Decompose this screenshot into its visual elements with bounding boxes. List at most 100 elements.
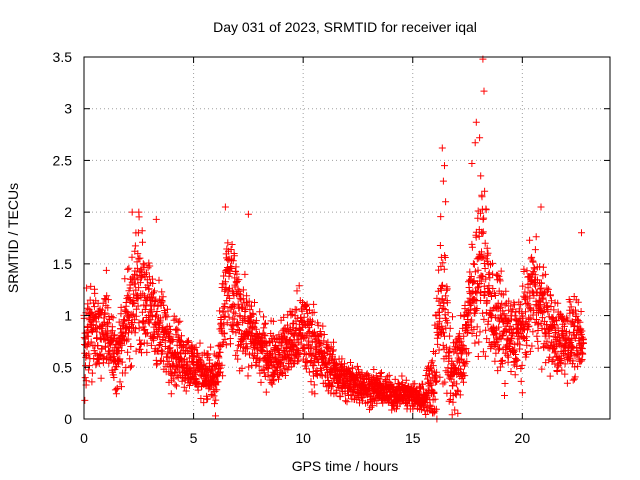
data-point [92,361,100,369]
data-point [435,266,443,274]
data-point [116,378,124,386]
data-point [121,369,129,377]
data-point [229,287,237,295]
data-point [131,280,139,288]
chart-title: Day 031 of 2023, SRMTID for receiver iqa… [213,19,477,35]
data-point [243,345,251,353]
data-point [244,210,252,218]
data-point [243,292,251,300]
data-point [216,364,224,372]
data-point [419,380,427,388]
data-point [234,321,242,329]
data-point [349,364,357,372]
data-point [289,331,297,339]
data-point [300,313,308,321]
data-point [87,338,95,346]
data-point [296,350,304,358]
data-point [476,134,484,142]
data-point [102,330,110,338]
data-point [383,373,391,381]
x-tick-label: 0 [80,430,88,446]
data-point [449,313,456,321]
data-point [230,315,238,323]
data-point [533,332,541,340]
data-point [81,374,89,382]
data-point [346,382,353,390]
data-point [469,260,477,268]
data-point [226,294,234,302]
data-point [152,296,160,304]
data-point [204,350,212,358]
data-point [97,374,105,382]
data-point [197,395,205,402]
data-point [131,242,139,250]
data-point [284,350,292,358]
y-tick-label: 1 [64,308,72,324]
data-point [82,353,90,361]
data-point [176,337,184,345]
data-points [80,55,587,423]
data-point [317,331,325,339]
data-point [168,337,176,345]
data-point [136,336,144,344]
data-point [155,276,163,284]
data-point [130,300,138,307]
data-point [264,371,272,379]
data-point [207,343,215,351]
data-point [320,337,328,345]
data-point [157,314,165,322]
data-point [214,378,222,386]
y-axis-label: SRMTID / TECUs [5,183,21,293]
data-point [211,400,218,408]
data-point [229,257,237,265]
data-point [531,246,539,254]
data-point [191,345,198,353]
data-point [126,355,134,363]
data-point [532,233,540,241]
data-point [433,378,441,385]
data-point [118,341,126,349]
data-point [511,371,519,379]
data-point [431,407,439,415]
x-tick-label: 15 [405,430,421,446]
data-point [422,372,430,379]
data-point [124,348,132,356]
data-point [477,297,485,304]
data-point [233,320,241,328]
x-tick-label: 20 [515,430,531,446]
data-point [85,350,93,358]
data-point [275,375,282,383]
data-point [254,349,262,357]
data-point [319,322,327,330]
data-point [129,298,137,306]
data-point [221,335,229,343]
data-point [90,303,98,311]
data-point [249,310,257,318]
data-point [91,289,99,297]
data-point [174,326,182,334]
data-point [537,203,545,211]
data-point [86,296,94,304]
data-point [329,382,337,390]
data-point [367,403,375,411]
data-point [496,344,503,352]
data-point [277,342,285,350]
data-point [185,337,192,345]
data-point [423,391,431,399]
data-point [330,338,337,346]
data-point [293,306,301,314]
data-point [436,373,444,381]
data-point [134,302,142,310]
data-point [435,346,443,354]
data-point [261,332,269,340]
data-point [108,327,116,335]
data-point [303,357,311,365]
data-point [499,356,506,364]
data-point [261,320,269,328]
data-point [295,347,302,355]
data-point [316,328,324,335]
data-point [305,368,313,376]
data-point [433,368,441,376]
data-point [125,264,133,272]
data-point [122,299,130,306]
